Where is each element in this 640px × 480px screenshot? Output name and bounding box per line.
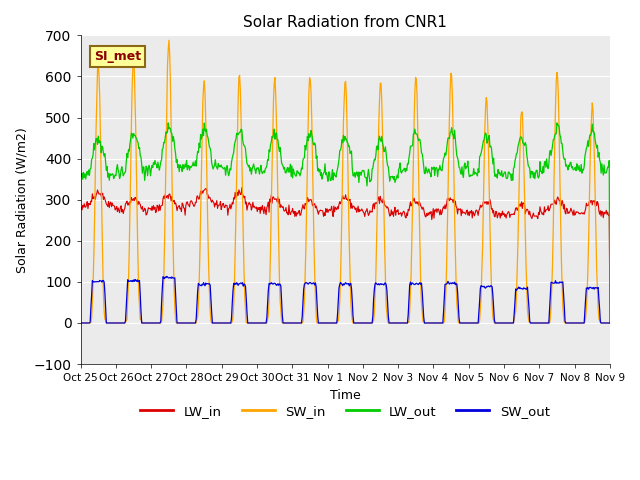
- LW_in: [426, 209, 433, 215]
- LW_out: [86, 166, 94, 172]
- LW_out: [553, 120, 561, 126]
- LW_in: [141, 205, 148, 211]
- LW_in: [410, 195, 418, 201]
- X-axis label: Time: Time: [330, 389, 360, 402]
- LW_out: [606, 320, 614, 326]
- Line: SW_in: SW_in: [81, 40, 610, 323]
- Line: LW_in: LW_in: [81, 188, 610, 323]
- SW_in: [223, 320, 231, 326]
- SW_out: [86, 319, 94, 325]
- SW_in: [195, 282, 203, 288]
- SW_out: [410, 281, 418, 287]
- SW_in: [410, 119, 418, 124]
- SW_in: [606, 320, 614, 326]
- SW_in: [86, 320, 94, 326]
- LW_out: [195, 150, 202, 156]
- SW_out: [223, 320, 231, 326]
- LW_in: [223, 203, 230, 208]
- SW_in: [77, 320, 84, 326]
- LW_in: [77, 204, 84, 209]
- SW_out: [606, 320, 614, 326]
- LW_out: [410, 131, 417, 137]
- SW_out: [195, 282, 203, 288]
- Line: LW_out: LW_out: [81, 123, 610, 323]
- LW_out: [223, 166, 230, 172]
- Line: SW_out: SW_out: [81, 276, 610, 323]
- SW_in: [165, 37, 173, 43]
- LW_out: [425, 166, 433, 172]
- SW_out: [163, 274, 171, 279]
- SW_out: [77, 320, 84, 326]
- SW_out: [141, 320, 148, 326]
- LW_out: [77, 173, 84, 179]
- SW_out: [426, 320, 433, 326]
- LW_in: [195, 196, 202, 202]
- Title: Solar Radiation from CNR1: Solar Radiation from CNR1: [243, 15, 447, 30]
- LW_in: [86, 202, 94, 208]
- LW_in: [238, 185, 246, 191]
- LW_out: [141, 178, 148, 183]
- LW_in: [606, 320, 614, 326]
- SW_in: [426, 320, 433, 326]
- SW_in: [141, 320, 148, 326]
- Y-axis label: Solar Radiation (W/m2): Solar Radiation (W/m2): [15, 127, 28, 273]
- Text: SI_met: SI_met: [94, 50, 141, 63]
- Legend: LW_in, SW_in, LW_out, SW_out: LW_in, SW_in, LW_out, SW_out: [135, 400, 556, 423]
